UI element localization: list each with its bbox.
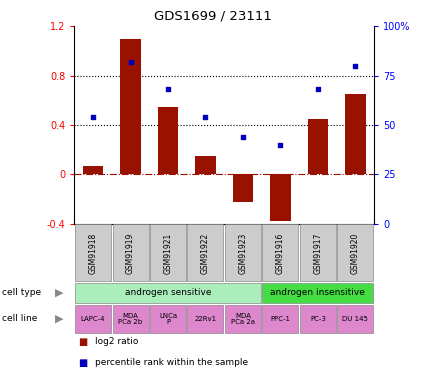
Bar: [262, 283, 373, 303]
Text: GSM91922: GSM91922: [201, 232, 210, 274]
Bar: [187, 305, 224, 333]
Text: androgen insensitive: androgen insensitive: [270, 288, 365, 297]
Text: androgen sensitive: androgen sensitive: [125, 288, 211, 297]
Bar: [83, 166, 103, 174]
Bar: [262, 225, 298, 281]
Bar: [232, 174, 253, 202]
Bar: [225, 225, 261, 281]
Text: GSM91916: GSM91916: [276, 232, 285, 274]
Text: ■: ■: [79, 338, 91, 348]
Point: [352, 63, 359, 69]
Point: [202, 114, 209, 120]
Bar: [113, 305, 148, 333]
Text: LNCa
P: LNCa P: [159, 312, 177, 325]
Point: [127, 59, 134, 65]
Bar: [75, 305, 111, 333]
Text: PPC-1: PPC-1: [270, 316, 290, 322]
Point: [90, 114, 96, 120]
Text: percentile rank within the sample: percentile rank within the sample: [95, 358, 248, 367]
Point: [164, 87, 171, 93]
Text: GSM91921: GSM91921: [164, 232, 173, 274]
Bar: [262, 305, 298, 333]
Bar: [187, 225, 224, 281]
Text: LAPC-4: LAPC-4: [81, 316, 105, 322]
Bar: [300, 225, 336, 281]
Text: GDS1699 / 23111: GDS1699 / 23111: [153, 9, 272, 22]
Bar: [75, 283, 261, 303]
Bar: [345, 94, 366, 174]
Point: [240, 134, 246, 140]
Point: [277, 142, 284, 148]
Bar: [150, 305, 186, 333]
Text: ▶: ▶: [55, 288, 64, 298]
Bar: [75, 225, 111, 281]
Bar: [337, 305, 373, 333]
Bar: [300, 305, 336, 333]
Text: GSM91923: GSM91923: [238, 232, 247, 274]
Bar: [113, 225, 148, 281]
Text: GSM91920: GSM91920: [351, 232, 360, 274]
Bar: [308, 119, 328, 174]
Text: GSM91917: GSM91917: [313, 232, 322, 274]
Bar: [195, 156, 216, 174]
Text: DU 145: DU 145: [342, 316, 368, 322]
Text: cell type: cell type: [2, 288, 41, 297]
Text: 22Rv1: 22Rv1: [194, 316, 216, 322]
Text: cell line: cell line: [2, 314, 37, 323]
Bar: [158, 106, 178, 174]
Text: GSM91919: GSM91919: [126, 232, 135, 274]
Text: ■: ■: [79, 358, 91, 368]
Text: MDA
PCa 2b: MDA PCa 2b: [119, 312, 143, 325]
Text: PC-3: PC-3: [310, 316, 326, 322]
Text: ▶: ▶: [55, 314, 64, 324]
Text: GSM91918: GSM91918: [88, 232, 98, 274]
Bar: [270, 174, 291, 221]
Bar: [150, 225, 186, 281]
Bar: [337, 225, 373, 281]
Point: [314, 87, 321, 93]
Bar: [120, 39, 141, 174]
Text: log2 ratio: log2 ratio: [95, 338, 138, 346]
Bar: [225, 305, 261, 333]
Text: MDA
PCa 2a: MDA PCa 2a: [231, 312, 255, 325]
